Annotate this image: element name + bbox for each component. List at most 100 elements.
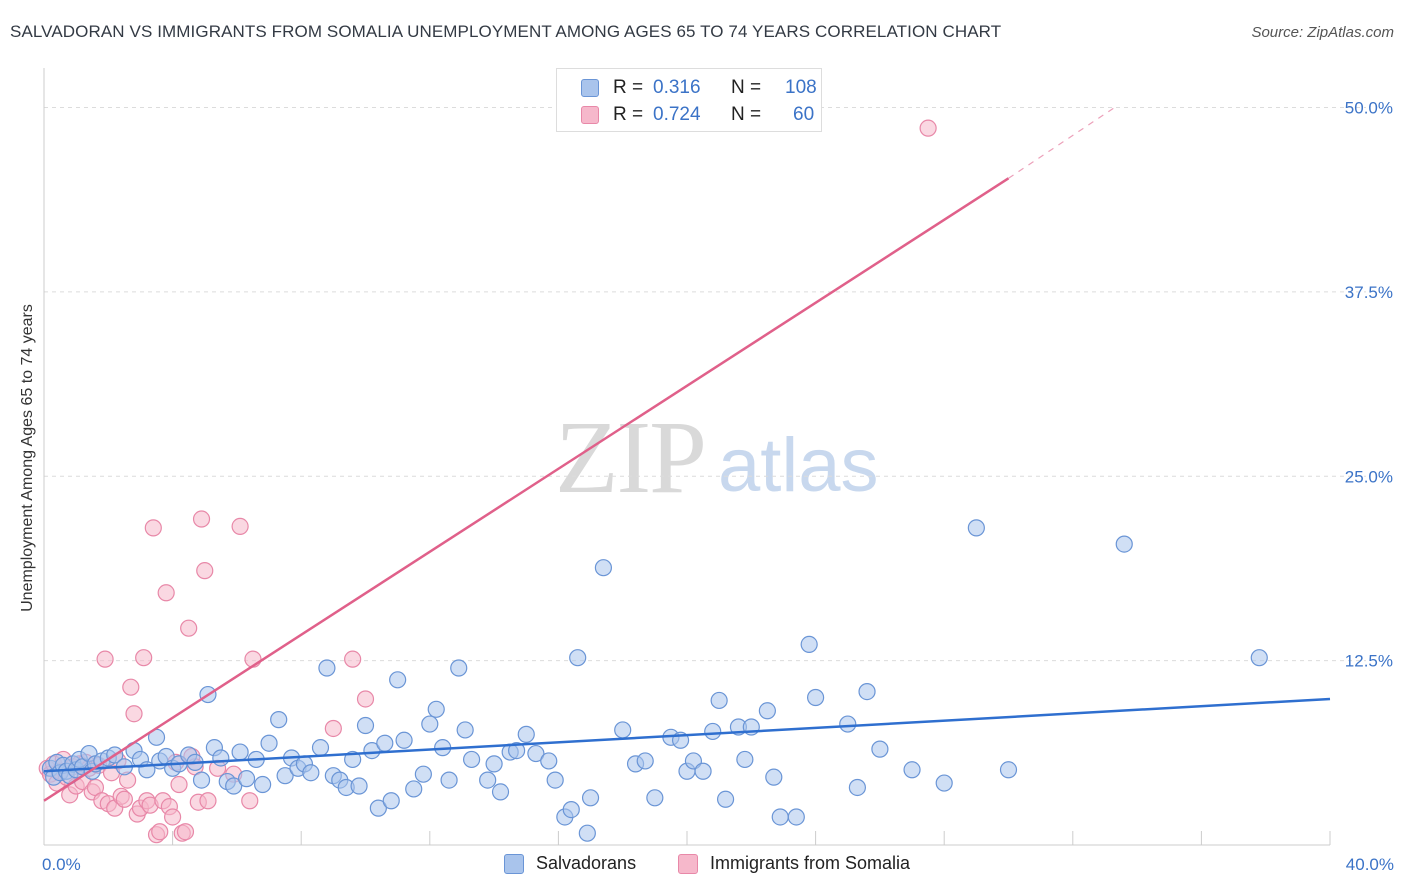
grid-lines [44, 107, 1366, 662]
salvadoran-point [871, 740, 889, 758]
salvadoran-point [192, 771, 211, 789]
salvadoran-point [225, 777, 243, 795]
y-tick-label: 50.0% [1345, 99, 1393, 118]
chart-source: Source: ZipAtlas.com [1251, 24, 1394, 41]
series-swatch-salvadorans [504, 854, 524, 874]
salvadoran-point [562, 800, 580, 819]
chart-title: SALVADORAN VS IMMIGRANTS FROM SOMALIA UN… [10, 22, 1002, 41]
salvadoran-point [806, 688, 825, 707]
somalia-point [196, 562, 214, 580]
y-tick-label: 25.0% [1345, 467, 1393, 486]
series-label-salvadorans: Salvadorans [536, 853, 637, 873]
salvadoran-point [414, 765, 432, 783]
salvadoran-point [839, 715, 857, 733]
axes [43, 68, 1331, 846]
salvadoran-point [369, 799, 387, 817]
x-tick-label-min: 0.0% [42, 855, 81, 874]
somalia-point [344, 650, 362, 668]
somalia-point [157, 584, 175, 602]
salvadoran-point [508, 741, 526, 760]
legend-swatch-salvadorans [581, 79, 599, 97]
salvadoran-point [260, 734, 278, 752]
somalia-point [96, 650, 114, 668]
legend-r-label: R = [613, 104, 644, 125]
somalia-trend-extension [1008, 107, 1115, 179]
salvadoran-point [578, 824, 596, 842]
somalia-points [38, 119, 937, 844]
salvadoran-point [581, 789, 600, 807]
salvadoran-point [356, 716, 375, 735]
series-label-somalia: Immigrants from Somalia [710, 853, 911, 873]
correlation-legend: R = 0.316 N = 108 R = 0.724 N = 60 [556, 68, 822, 132]
salvadoran-point [848, 778, 866, 797]
salvadoran-point [800, 635, 818, 654]
salvadoran-point [456, 721, 474, 739]
salvadoran-point [1115, 535, 1133, 553]
salvadoran-point [614, 721, 632, 739]
watermark-zip: ZIP [555, 400, 707, 515]
salvadoran-point [485, 755, 503, 773]
somalia-point [170, 775, 188, 794]
legend-r-value: 0.316 [653, 77, 701, 98]
salvadoran-point [569, 649, 587, 667]
legend-n-value: 108 [785, 77, 817, 98]
salvadoran-point [462, 750, 481, 769]
somalia-trend-line [43, 177, 1010, 802]
salvadoran-point [787, 808, 805, 826]
salvadoran-point [382, 792, 400, 810]
somalia-point [180, 619, 198, 637]
salvadoran-point [421, 715, 439, 733]
salvadoran-point [427, 700, 445, 718]
salvadoran-point [270, 711, 288, 729]
y-axis-label: Unemployment Among Ages 65 to 74 years [19, 304, 36, 612]
salvadoran-point [517, 725, 535, 743]
salvadoran-point [935, 774, 953, 792]
trend-lines [43, 107, 1331, 802]
somalia-point [919, 119, 937, 137]
salvadoran-point [1250, 649, 1268, 667]
salvadoran-point [395, 731, 413, 749]
salvadoran-point [858, 682, 876, 701]
salvadoran-point [694, 762, 712, 780]
somalia-point [151, 823, 169, 841]
salvadoran-point [594, 559, 613, 577]
salvadoran-point [491, 783, 510, 801]
legend-n-label: N = [731, 77, 762, 98]
y-tick-label: 37.5% [1345, 283, 1393, 302]
somalia-point [199, 792, 217, 810]
salvadoran-point [363, 741, 381, 760]
salvadoran-point [450, 659, 468, 677]
salvadoran-point [212, 749, 230, 767]
legend-n-value: 60 [793, 104, 815, 125]
legend-n-label: N = [731, 104, 762, 125]
salvadoran-point [231, 743, 249, 761]
salvadoran-point [405, 780, 423, 798]
somalia-point [122, 678, 140, 696]
somalia-point [356, 690, 375, 708]
salvadoran-trend-line [43, 697, 1331, 773]
somalia-point [164, 808, 182, 826]
series-swatch-somalia [678, 854, 698, 874]
salvadoran-point [999, 761, 1018, 779]
salvadoran-point [758, 702, 776, 720]
salvadoran-point [716, 790, 735, 808]
salvadoran-point [636, 752, 654, 770]
salvadoran-point [765, 768, 783, 786]
salvadoran-point [704, 722, 722, 741]
salvadoran-point [311, 739, 330, 757]
somalia-point [324, 719, 342, 738]
salvadoran-point [736, 750, 754, 769]
y-tick-label: 12.5% [1345, 652, 1393, 671]
salvadoran-point [540, 752, 558, 770]
salvadoran-point [967, 519, 985, 537]
salvadoran-point [350, 777, 368, 795]
somalia-point [241, 792, 259, 810]
salvadoran-point [237, 770, 256, 788]
salvadoran-point [546, 771, 564, 789]
salvadoran-point [318, 659, 336, 677]
watermark-atlas: atlas [718, 423, 879, 508]
salvadoran-points [41, 519, 1268, 842]
salvadoran-point [376, 734, 394, 752]
legend-r-value: 0.724 [653, 104, 701, 125]
